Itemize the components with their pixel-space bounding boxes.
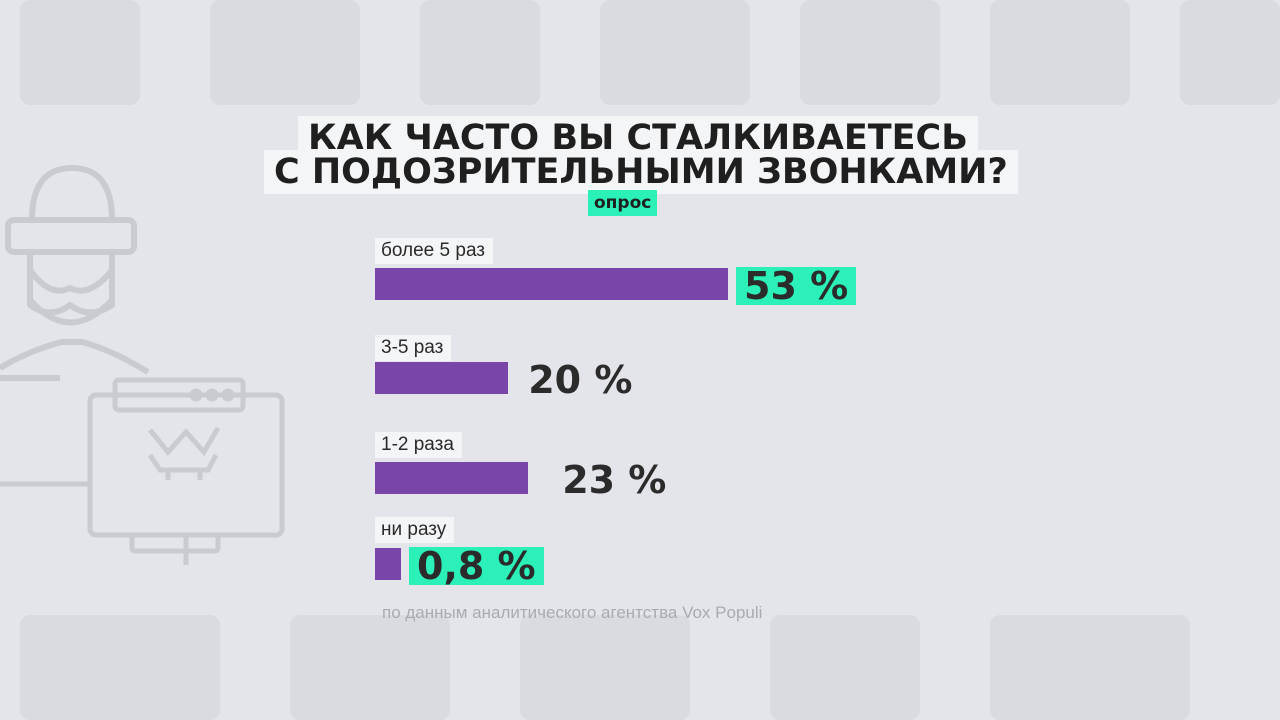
source-caption: по данным аналитического агентства Vox P…	[382, 603, 763, 622]
browser-window-icon	[87, 377, 285, 538]
bar	[375, 548, 401, 580]
category-label: ни разу	[375, 517, 455, 543]
value-label: 0,8 %	[409, 547, 544, 585]
value-label: 23 %	[562, 458, 667, 502]
value-label: 53 %	[736, 267, 857, 305]
category-label: 1-2 раза	[375, 432, 462, 458]
chart-title-line-2: С ПОДОЗРИТЕЛЬНЫМИ ЗВОНКАМИ?	[264, 150, 1018, 194]
bar	[375, 362, 509, 394]
bar	[375, 462, 529, 494]
value-label: 20 %	[528, 358, 633, 402]
category-label: более 5 раз	[375, 238, 494, 264]
poll-badge: опрос	[588, 190, 658, 216]
hacker-icon	[0, 165, 150, 381]
monitor-icon	[0, 481, 221, 565]
bar	[375, 268, 728, 300]
category-label: 3-5 раз	[375, 335, 452, 361]
